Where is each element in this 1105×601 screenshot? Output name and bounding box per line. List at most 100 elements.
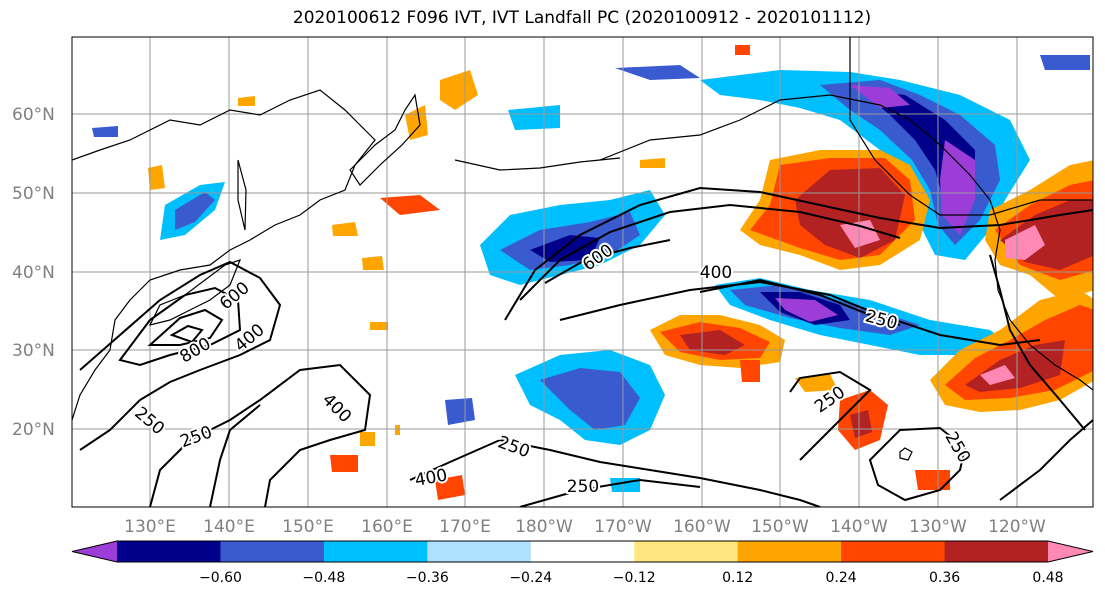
contour-label: 250 (130, 403, 168, 439)
ivt-contour (209, 404, 261, 507)
contour-label: 250 (495, 432, 532, 462)
ivt-contour (519, 203, 901, 301)
positive-shading (795, 374, 838, 392)
positive-shading (850, 410, 872, 438)
positive-shading (840, 220, 880, 248)
positive-shading (680, 330, 745, 355)
negative-shading (540, 368, 640, 430)
ivt-contours (79, 186, 1093, 507)
hawaii-coastline (899, 447, 913, 461)
colorbar-outline (71, 540, 1094, 563)
lon-label: 140°E (203, 517, 255, 537)
lon-label: 130°W (909, 517, 967, 537)
contour-label: 400 (318, 390, 355, 427)
positive-shading (360, 432, 375, 446)
colorbar-tick-label: −0.12 (613, 570, 656, 586)
alaska-coastline (599, 94, 1093, 391)
negative-shading (1040, 55, 1090, 70)
sakhalin-coastline (237, 159, 247, 231)
longitude-labels: 130°E 140°E 150°E 160°E 170°E 180°W 170°… (124, 517, 1046, 537)
lat-label: 60°N (12, 105, 55, 125)
colorbar-tick-label: −0.24 (509, 570, 552, 586)
colorbar-segment (427, 541, 532, 562)
ivt-contour (559, 280, 1041, 347)
ivt-contour (699, 278, 901, 326)
colorbar-segment (1048, 541, 1093, 562)
contour-label: 250 (941, 428, 975, 466)
positive-shading (440, 70, 478, 110)
lon-label: 140°W (830, 517, 888, 537)
shading-layer (92, 45, 1093, 500)
map-frame (71, 36, 1094, 508)
lon-label: 130°E (124, 517, 176, 537)
colorbar-tick-label: −0.60 (199, 570, 242, 586)
colorbar-tick-label: −0.48 (302, 570, 345, 586)
negative-shading (445, 398, 475, 425)
lon-label: 180°W (515, 517, 573, 537)
ivt-contour (868, 426, 967, 502)
asia-coastline (72, 89, 376, 421)
ivt-contour (169, 324, 204, 344)
positive-shading (735, 45, 750, 55)
colorbar-segment (117, 541, 221, 562)
ivt-contour (118, 286, 242, 367)
contour-label: 250 (567, 477, 599, 497)
ivt-contour (79, 399, 141, 451)
colorbar-segment (530, 541, 635, 562)
positive-shading (915, 470, 950, 490)
colorbar-tick-label: −0.36 (406, 570, 449, 586)
lon-label: 150°W (751, 517, 809, 537)
contour-label: 250 (178, 422, 215, 452)
latitude-labels: 60°N 50°N 40°N 30°N 20°N (12, 105, 55, 440)
contour-label: 600 (216, 278, 254, 314)
positive-shading (238, 96, 255, 106)
positive-shading (435, 475, 465, 500)
lon-label: 170°E (439, 517, 491, 537)
positive-shading (405, 105, 428, 140)
colorbar-tick-labels: −0.60 −0.48 −0.36 −0.24 −0.12 0.12 0.24 0.36 0.4… (199, 570, 1064, 586)
negative-shading (175, 192, 215, 230)
colorbar-segment (944, 541, 1049, 562)
ivt-contour (544, 239, 671, 284)
aleutian-coastline (454, 157, 621, 171)
ivt-contour (79, 260, 282, 401)
positive-shading (395, 425, 400, 435)
negative-shading (940, 140, 975, 235)
positive-shading (370, 322, 388, 330)
colorbar-segment (323, 541, 428, 562)
lon-label: 160°E (361, 517, 413, 537)
negative-shading (92, 126, 118, 137)
colorbar (71, 540, 1094, 563)
kamchatka-coastline (349, 93, 421, 186)
negative-shading (775, 298, 838, 322)
colorbar-tick-label: 0.12 (722, 570, 753, 586)
ivt-contour (147, 308, 224, 346)
ivt-contour (519, 478, 701, 507)
negative-shading (615, 65, 700, 80)
colorbar-segment (841, 541, 946, 562)
lat-label: 30°N (12, 341, 55, 361)
ivt-contour (504, 186, 1093, 321)
ivt-contour (409, 438, 821, 507)
positive-shading (362, 256, 384, 270)
map-title: 2020100612 F096 IVT, IVT Landfall PC (20… (292, 8, 872, 28)
colorbar-tick-label: 0.24 (826, 570, 857, 586)
lon-label: 160°W (673, 517, 731, 537)
colorbar-tick-label: 0.36 (929, 570, 960, 586)
coastlines (72, 37, 1093, 461)
colorbar-segment (737, 541, 842, 562)
japan-coastline (148, 259, 242, 326)
positive-shading (740, 360, 760, 382)
negative-shading (530, 235, 600, 262)
ivt-contour (149, 363, 372, 507)
positive-shading (332, 222, 358, 236)
colorbar-segment (220, 541, 325, 562)
contour-label: 400 (413, 465, 448, 490)
colorbar-segment (72, 541, 117, 562)
boundary-line (849, 37, 1093, 216)
negative-shading (508, 105, 560, 130)
lat-label: 20°N (12, 420, 55, 440)
colorbar-tick-label: 0.48 (1032, 570, 1063, 586)
lat-label: 50°N (12, 184, 55, 204)
